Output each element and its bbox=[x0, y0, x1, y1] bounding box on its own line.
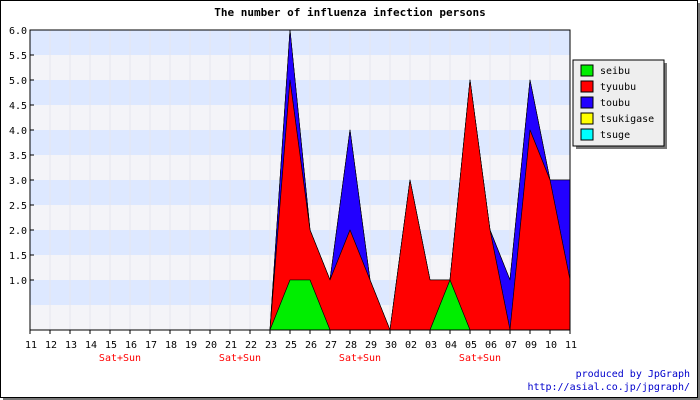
x-tick-label: 03 bbox=[425, 340, 437, 351]
y-tick-label: 4.5 bbox=[9, 101, 27, 112]
x-tick-label: 14 bbox=[85, 340, 97, 351]
x-tick-label: 30 bbox=[385, 340, 397, 351]
legend-label: toubu bbox=[600, 98, 630, 109]
y-axis-ticks: 1.0 1.5 2.0 2.5 3.0 3.5 4.0 4.5 5.0 5.5 6.0 bbox=[9, 26, 34, 287]
x-tick-label: 23 bbox=[265, 340, 277, 351]
y-tick-label: 5.5 bbox=[9, 51, 27, 62]
x-axis-ticks: 11 12 13 14 15 16 17 18 19 20 21 22 23 25 26 27 28 29 30 02… bbox=[25, 330, 577, 351]
x-tick-label: 02 bbox=[405, 340, 417, 351]
weekend-labels: Sat+Sun Sat+Sun Sat+Sun Sat+Sun bbox=[99, 353, 501, 364]
x-tick-label: 12 bbox=[45, 340, 57, 351]
y-tick-label: 2.5 bbox=[9, 201, 27, 212]
legend-items: seibu tyuubu toubu tsukigase tsuge bbox=[580, 64, 654, 141]
background-band bbox=[30, 80, 570, 105]
y-tick-label: 5.0 bbox=[9, 76, 27, 87]
legend: seibu tyuubu toubu tsukigase tsuge bbox=[572, 59, 667, 149]
background-band bbox=[30, 55, 570, 80]
weekend-label: Sat+Sun bbox=[99, 353, 141, 364]
x-tick-label: 21 bbox=[225, 340, 237, 351]
legend-swatch-tsukigase bbox=[580, 112, 594, 125]
legend-swatch-tsuge bbox=[580, 128, 594, 141]
x-tick-label: 27 bbox=[325, 340, 337, 351]
x-tick-label: 25 bbox=[285, 340, 297, 351]
background-band bbox=[30, 30, 570, 55]
footer-url[interactable]: http://asial.co.jp/jpgraph/ bbox=[527, 382, 690, 393]
y-tick-label: 3.0 bbox=[9, 176, 27, 187]
x-tick-label: 10 bbox=[545, 340, 557, 351]
weekend-label: Sat+Sun bbox=[219, 353, 261, 364]
background-band bbox=[30, 105, 570, 130]
y-tick-label: 2.0 bbox=[9, 226, 27, 237]
x-tick-label: 15 bbox=[105, 340, 117, 351]
x-tick-label: 22 bbox=[245, 340, 257, 351]
x-tick-label: 06 bbox=[485, 340, 497, 351]
x-tick-label: 13 bbox=[65, 340, 77, 351]
y-tick-label: 6.0 bbox=[9, 26, 27, 37]
chart-title: The number of influenza infection person… bbox=[214, 6, 486, 19]
x-tick-label: 09 bbox=[525, 340, 537, 351]
y-tick-label: 1.0 bbox=[9, 276, 27, 287]
legend-label: tsuge bbox=[600, 130, 630, 141]
footer-credit: produced by JpGraph bbox=[576, 369, 690, 380]
x-tick-label: 28 bbox=[345, 340, 357, 351]
x-tick-label: 18 bbox=[165, 340, 177, 351]
x-tick-label: 20 bbox=[205, 340, 217, 351]
x-tick-label: 29 bbox=[365, 340, 377, 351]
legend-swatch-toubu bbox=[580, 96, 594, 109]
x-tick-label: 05 bbox=[465, 340, 477, 351]
y-tick-label: 1.5 bbox=[9, 251, 27, 262]
x-tick-label: 07 bbox=[505, 340, 517, 351]
y-tick-label: 3.5 bbox=[9, 151, 27, 162]
x-tick-label: 11 bbox=[25, 340, 37, 351]
x-tick-label: 17 bbox=[145, 340, 157, 351]
legend-swatch-seibu bbox=[580, 64, 594, 77]
legend-label: seibu bbox=[600, 66, 630, 77]
x-tick-label: 19 bbox=[185, 340, 197, 351]
x-tick-label: 11 bbox=[565, 340, 577, 351]
legend-label: tsukigase bbox=[600, 114, 654, 125]
weekend-label: Sat+Sun bbox=[459, 353, 501, 364]
legend-label: tyuubu bbox=[600, 82, 636, 93]
x-tick-label: 16 bbox=[125, 340, 137, 351]
weekend-label: Sat+Sun bbox=[339, 353, 381, 364]
x-tick-label: 26 bbox=[305, 340, 317, 351]
x-tick-label: 04 bbox=[445, 340, 457, 351]
legend-swatch-tyuubu bbox=[580, 80, 594, 93]
y-tick-label: 4.0 bbox=[9, 126, 27, 137]
